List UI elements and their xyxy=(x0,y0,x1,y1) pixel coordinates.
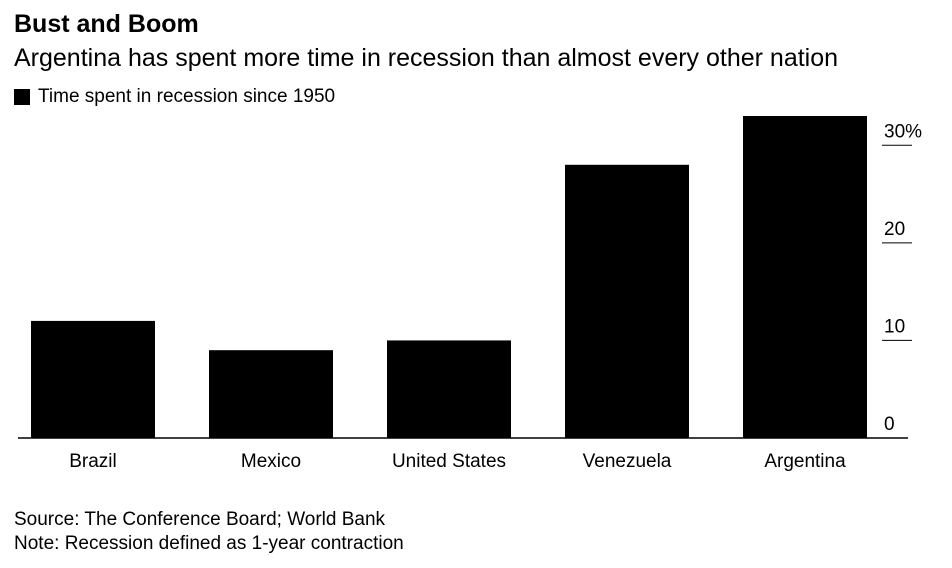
x-tick-label-argentina: Argentina xyxy=(764,451,846,472)
definition-note: Note: Recession defined as 1-year contra… xyxy=(14,533,404,554)
y-tick-label: 0 xyxy=(884,414,895,435)
source-note: Source: The Conference Board; World Bank xyxy=(14,509,386,530)
legend-swatch xyxy=(14,89,30,105)
x-tick-label-mexico: Mexico xyxy=(241,451,301,472)
y-tick-label: 10 xyxy=(884,316,905,337)
x-tick-label-brazil: Brazil xyxy=(69,451,117,472)
chart-subtitle: Argentina has spent more time in recessi… xyxy=(14,44,839,72)
bar-venezuela xyxy=(565,164,689,438)
x-tick-label-united-states: United States xyxy=(392,451,506,472)
chart-legend: Time spent in recession since 1950 xyxy=(14,84,335,110)
bars-group xyxy=(31,116,867,438)
chart-title: Bust and Boom xyxy=(14,10,199,38)
x-tick-label-venezuela: Venezuela xyxy=(583,451,672,472)
bar-united-states xyxy=(387,340,511,438)
bar-argentina xyxy=(743,116,867,438)
y-axis: 0 10 20 30% xyxy=(882,121,922,435)
y-tick-label: 30% xyxy=(884,121,922,142)
bar-mexico xyxy=(209,350,333,438)
y-tick-label: 20 xyxy=(884,219,905,240)
bar-brazil xyxy=(31,320,155,438)
x-axis-labels: Brazil Mexico United States Venezuela Argent… xyxy=(69,451,846,472)
legend-label: Time spent in recession since 1950 xyxy=(38,86,336,107)
